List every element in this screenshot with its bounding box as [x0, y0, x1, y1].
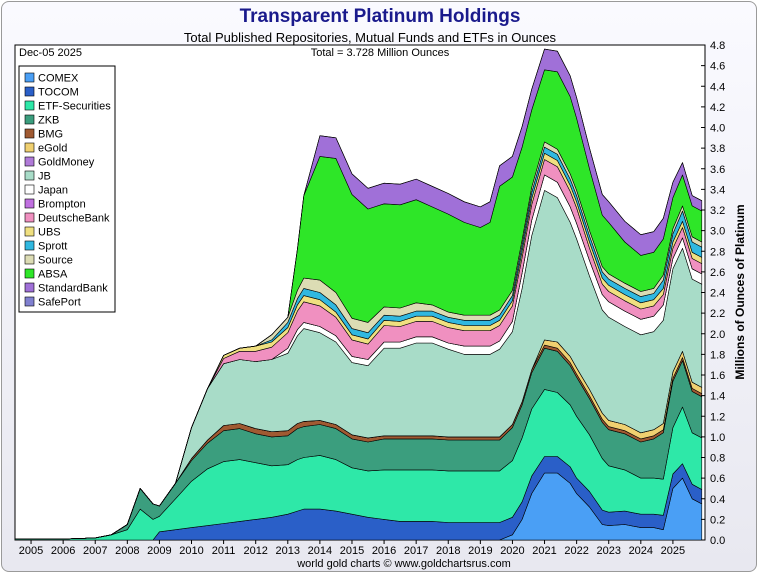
legend-swatch	[24, 212, 35, 223]
area-series-group	[14, 48, 703, 541]
area-series-safeport	[14, 48, 703, 540]
legend-label: ABSA	[38, 269, 68, 281]
legend-label: Sprott	[38, 241, 67, 253]
x-tick-label: 2009	[147, 545, 171, 557]
total-label: Total = 3.728 Million Ounces	[311, 47, 450, 59]
y-tick-label: 4.8	[710, 40, 725, 52]
y-tick-label: 2.2	[710, 308, 725, 320]
x-tick-label: 2021	[532, 545, 556, 557]
y-tick-label: 4.0	[710, 123, 725, 135]
legend-label: ZKB	[38, 115, 59, 127]
legend-swatch	[24, 170, 35, 181]
x-tick-label: 2012	[243, 545, 267, 557]
x-tick-label: 2019	[468, 545, 492, 557]
y-tick-label: 4.2	[710, 102, 725, 114]
legend-label: DeutscheBank	[38, 213, 110, 225]
x-tick-label: 2008	[115, 545, 139, 557]
legend: COMEX TOCOM ETF-Securities ZKB BMG eGold GoldM…	[18, 65, 116, 313]
y-tick-label: 0.4	[710, 494, 725, 506]
legend-label: Brompton	[38, 199, 86, 211]
x-tick-label: 2017	[404, 545, 428, 557]
x-tick-label: 2016	[372, 545, 396, 557]
y-tick-label: 1.4	[710, 391, 725, 403]
legend-label: BMG	[38, 129, 63, 141]
legend-label: GoldMoney	[38, 157, 95, 169]
date-label: Dec-05 2025	[19, 47, 82, 59]
legend-swatch	[24, 240, 35, 251]
legend-swatch	[24, 142, 35, 153]
legend-swatch	[24, 114, 35, 125]
legend-swatch	[24, 296, 35, 307]
legend-label: COMEX	[38, 73, 79, 85]
legend-swatch	[24, 268, 35, 279]
y-tick-label: 2.8	[710, 246, 725, 258]
x-tick-label: 2022	[564, 545, 588, 557]
y-tick-label: 3.0	[710, 226, 725, 238]
y-tick-label: 3.2	[710, 205, 725, 217]
y-tick-label: 1.8	[710, 349, 725, 361]
legend-swatch	[24, 86, 35, 97]
legend-label: Japan	[38, 185, 68, 197]
legend-label: JB	[38, 171, 51, 183]
footer-credit: world gold charts © www.goldchartsrus.co…	[296, 558, 511, 570]
y-tick-label: 4.6	[710, 61, 725, 73]
y-tick-label: 1.6	[710, 370, 725, 382]
y-tick-label: 2.6	[710, 267, 725, 279]
legend-swatch	[24, 282, 35, 293]
y-axis-label: Millions of Ounces of Platinum	[733, 204, 747, 379]
legend-label: eGold	[38, 143, 67, 155]
y-tick-label: 0.8	[710, 453, 725, 465]
x-tick-label: 2024	[629, 545, 653, 557]
x-tick-label: 2006	[51, 545, 75, 557]
legend-swatch	[24, 100, 35, 111]
legend-swatch	[24, 184, 35, 195]
x-tick-label: 2005	[19, 545, 43, 557]
x-tick-label: 2020	[500, 545, 524, 557]
x-tick-label: 2018	[436, 545, 460, 557]
y-tick-label: 0.2	[710, 514, 725, 526]
y-tick-label: 4.4	[710, 81, 725, 93]
y-tick-label: 3.4	[710, 184, 725, 196]
y-tick-label: 2.4	[710, 288, 725, 300]
y-tick-label: 2.0	[710, 329, 725, 341]
x-tick-label: 2013	[276, 545, 300, 557]
legend-swatch	[24, 128, 35, 139]
y-tick-label: 3.8	[710, 143, 725, 155]
x-axis: 2005 2006 2007 2008 2009 2010 2011 2012 2013 2014…	[19, 540, 685, 557]
chart-subtitle: Total Published Repositories, Mutual Fun…	[184, 30, 557, 45]
legend-swatch	[24, 254, 35, 265]
x-tick-label: 2015	[340, 545, 364, 557]
legend-label: UBS	[38, 227, 61, 239]
legend-swatch	[24, 198, 35, 209]
y-axis: 0.0 0.2 0.4 0.6 0.8 1.0 1.2 1.4 1.6 1.8 2.0 2.2 2.4 2…	[701, 40, 725, 547]
x-tick-label: 2010	[179, 545, 203, 557]
legend-swatch	[24, 156, 35, 167]
legend-box	[18, 65, 116, 313]
legend-swatch	[24, 226, 35, 237]
legend-label: Source	[38, 255, 73, 267]
y-tick-label: 3.6	[710, 164, 725, 176]
y-tick-label: 0.6	[710, 473, 725, 485]
legend-label: ETF-Securities	[38, 101, 111, 113]
legend-swatch	[24, 72, 35, 83]
legend-label: SafePort	[38, 297, 81, 309]
y-tick-label: 1.2	[710, 411, 725, 423]
x-tick-label: 2011	[212, 545, 236, 557]
y-tick-label: 0.0	[710, 535, 725, 547]
x-tick-label: 2023	[596, 545, 620, 557]
chart-title: Transparent Platinum Holdings	[240, 6, 521, 27]
x-tick-label: 2014	[308, 545, 332, 557]
legend-label: TOCOM	[38, 87, 79, 99]
x-tick-label: 2025	[661, 545, 685, 557]
y-tick-label: 1.0	[710, 432, 725, 444]
legend-label: StandardBank	[38, 283, 108, 295]
x-tick-label: 2007	[83, 545, 107, 557]
